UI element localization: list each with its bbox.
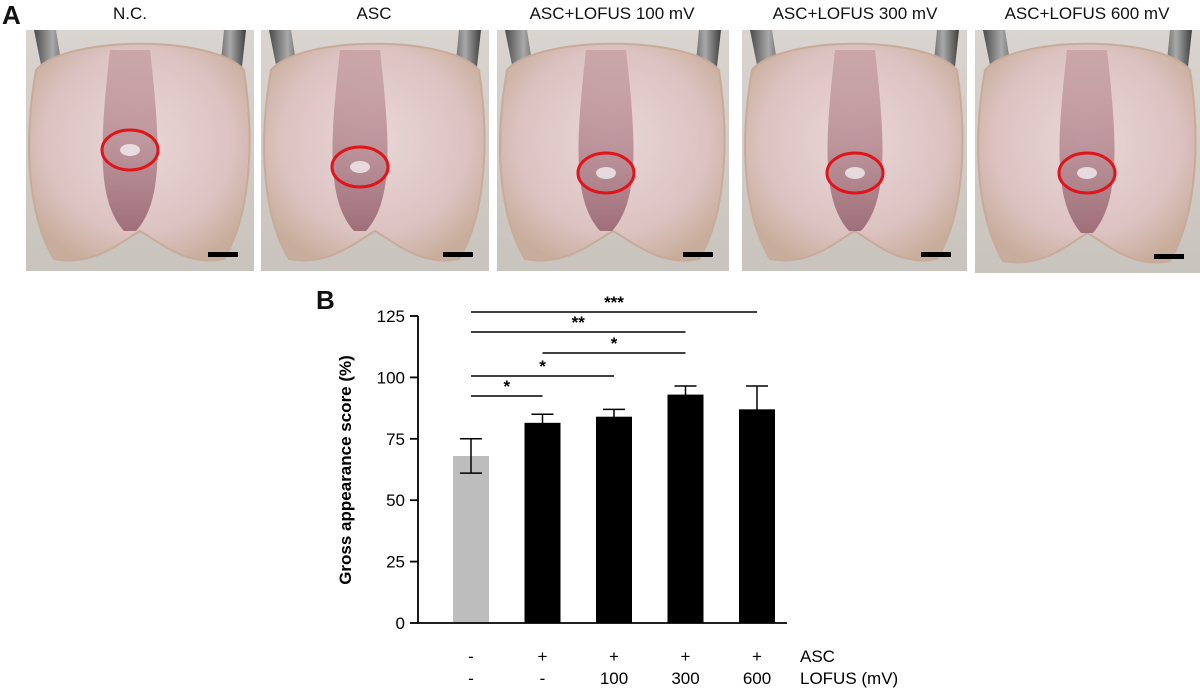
specimen-image-5: ASC+LOFUS 600 mV <box>975 4 1200 273</box>
condition-value: - <box>468 669 474 688</box>
condition-value: - <box>468 647 474 666</box>
bar-asc-100 <box>596 416 632 623</box>
specimen-image-3: ASC+LOFUS 100 mV <box>497 4 729 271</box>
panel-b-label: B <box>316 285 335 315</box>
trochlear-groove <box>102 50 158 231</box>
image-title-4: ASC+LOFUS 300 mV <box>773 4 939 23</box>
image-title-3: ASC+LOFUS 100 mV <box>530 4 696 23</box>
condition-value: + <box>752 647 762 666</box>
condition-value: - <box>540 669 546 688</box>
significance-label: * <box>539 357 546 376</box>
panel-a-images: N.C. ASC ASC+LOFUS 100 mV ASC+LOFUS 300 mV A… <box>26 4 1200 273</box>
defect-circle-icon <box>576 151 636 195</box>
trochlear-groove <box>332 50 388 231</box>
image-title-1: N.C. <box>113 4 147 23</box>
condition-value: + <box>681 647 691 666</box>
defect-circle-icon <box>825 151 885 195</box>
y-tick-label: 75 <box>386 430 405 449</box>
trochlear-groove <box>578 50 634 231</box>
bar-nc <box>453 455 489 623</box>
y-tick-label: 0 <box>396 614 405 633</box>
significance-label: *** <box>604 293 624 312</box>
y-tick-label: 25 <box>386 553 405 572</box>
image-title-2: ASC <box>357 4 392 23</box>
defect-circle-icon <box>100 128 160 172</box>
scale-bar <box>443 252 473 257</box>
image-title-5: ASC+LOFUS 600 mV <box>1005 4 1171 23</box>
y-tick-label: 50 <box>386 491 405 510</box>
scale-bar <box>1154 254 1184 259</box>
significance-label: * <box>611 334 618 353</box>
condition-value: 100 <box>600 669 628 688</box>
condition-value: + <box>538 647 548 666</box>
y-axis-title: Gross appearance score (%) <box>336 355 355 585</box>
panel-b-chart: 0 25 50 75 100 125 Gross appearance score (%) *… <box>336 293 898 688</box>
defect-circle-icon <box>1057 151 1117 195</box>
y-tick-label: 100 <box>377 368 405 387</box>
bar-asc-300 <box>667 394 704 623</box>
condition-row-name: ASC <box>800 647 835 666</box>
specimen-image-1: N.C. <box>26 4 254 271</box>
bar-asc <box>524 422 561 623</box>
y-tick-label: 125 <box>377 307 405 326</box>
scale-bar <box>683 252 713 257</box>
significance-label: ** <box>572 313 586 332</box>
condition-row-name: LOFUS (mV) <box>800 669 898 688</box>
specimen-image-4: ASC+LOFUS 300 mV <box>742 4 967 271</box>
scale-bar <box>208 252 238 257</box>
condition-value: + <box>609 647 619 666</box>
significance-label: * <box>503 377 510 396</box>
condition-value: 600 <box>743 669 771 688</box>
scale-bar <box>921 252 951 257</box>
trochlear-groove <box>1059 50 1115 233</box>
bar-asc-600 <box>739 409 775 623</box>
defect-circle-icon <box>330 145 390 189</box>
condition-value: 300 <box>671 669 699 688</box>
trochlear-groove <box>827 50 883 231</box>
specimen-image-2: ASC <box>261 4 489 271</box>
panel-a-label: A <box>2 0 21 30</box>
